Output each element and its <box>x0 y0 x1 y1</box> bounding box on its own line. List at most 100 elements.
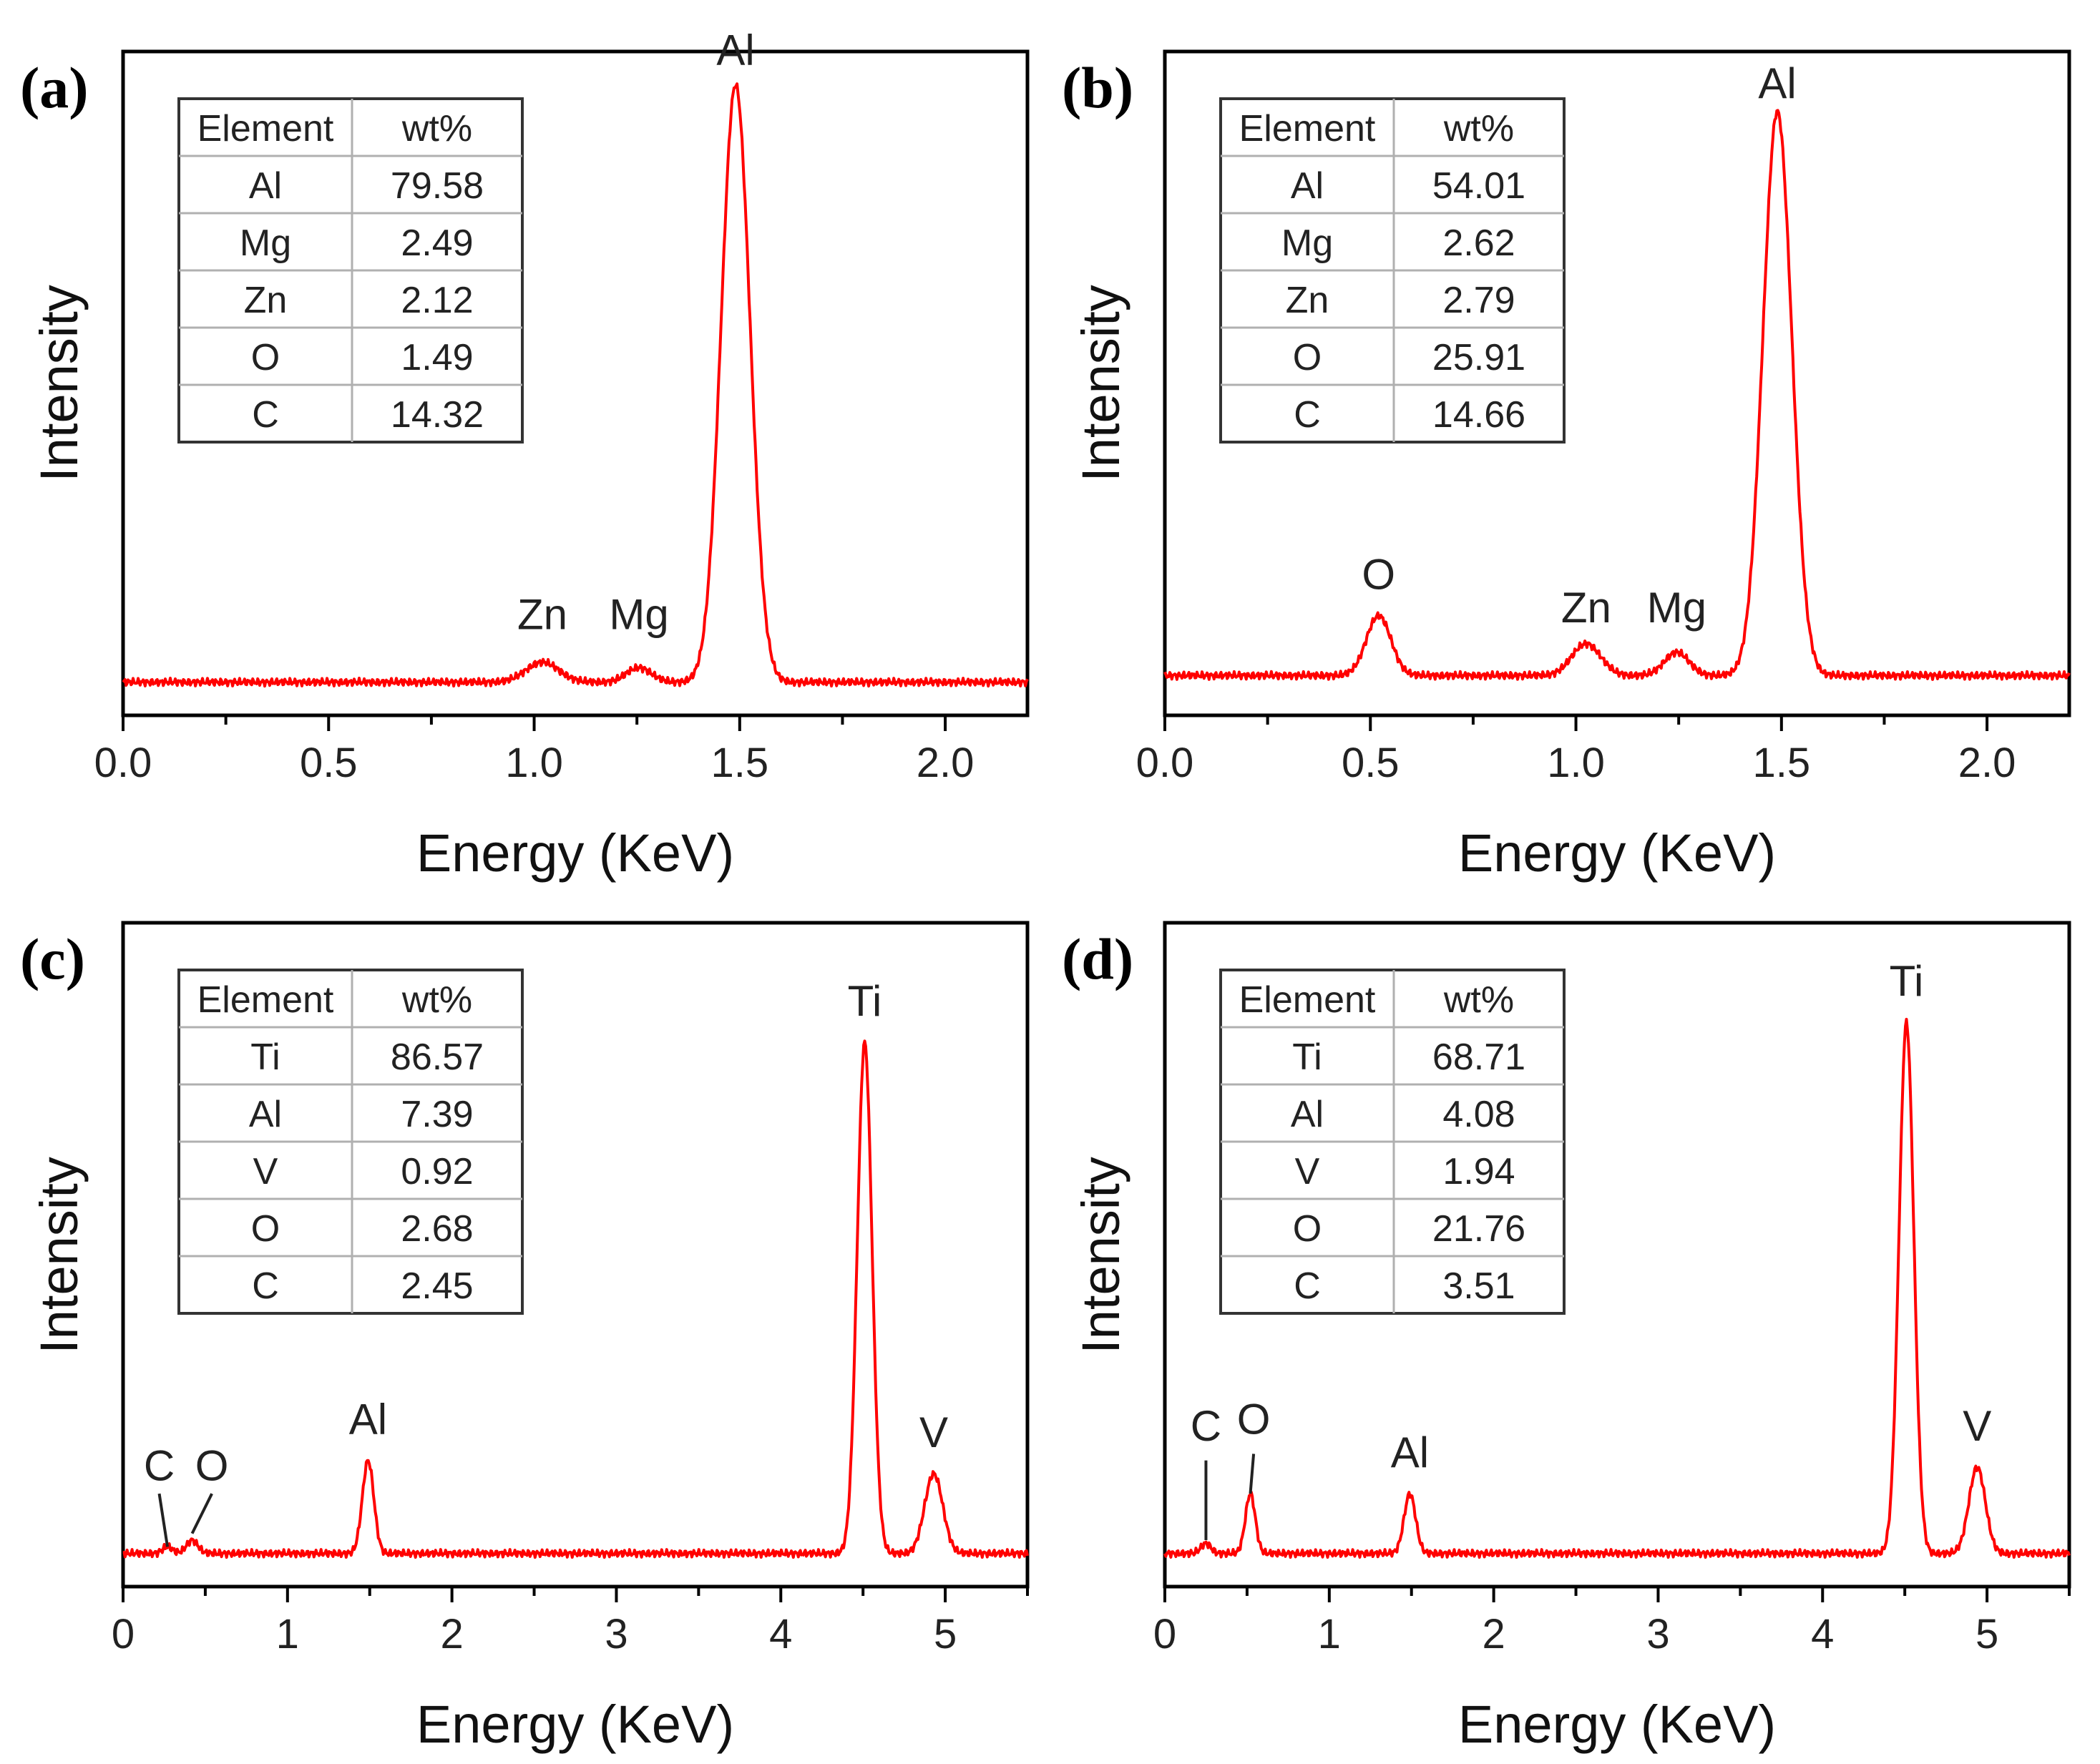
table-cell-element: C <box>1294 1265 1321 1307</box>
table-header-wt: wt% <box>1443 979 1514 1021</box>
table-cell-wt: 0.92 <box>401 1151 473 1192</box>
table-cell-wt: 2.62 <box>1442 222 1515 264</box>
peak-label: V <box>1963 1402 1991 1450</box>
spectrum-line <box>122 82 1029 688</box>
peak-label: Ti <box>1890 957 1924 1005</box>
x-tick-label: 1.5 <box>1752 740 1810 786</box>
table-cell-wt: 1.49 <box>401 337 473 378</box>
y-axis-title: Intensity <box>1071 1157 1130 1354</box>
table-cell-element: C <box>252 1265 279 1307</box>
table-cell-element: Ti <box>1292 1037 1322 1078</box>
table-cell-element: Al <box>1291 1094 1324 1135</box>
composition-table: Element wt% Ti 68.71 Al 4.08 V 1.94 O 21.76 C 3.51 <box>1219 969 1566 1315</box>
x-tick-label: 1 <box>1318 1611 1341 1657</box>
panel-b: 0.0 0.5 1.0 1.5 2.0 Energy (KeV) Intensity (b) O… <box>1062 49 2071 883</box>
plot-frame <box>121 49 1030 717</box>
table-cell-element: Al <box>249 1094 282 1135</box>
composition-table: Element wt% Al 54.01 Mg 2.62 Zn 2.79 O 25.91 C 14.6… <box>1219 97 1566 444</box>
x-tick-label: 2 <box>441 1611 464 1657</box>
table-header-element: Element <box>1239 979 1376 1021</box>
peak-label: Mg <box>609 590 668 638</box>
x-tick-label: 0.5 <box>1342 740 1400 786</box>
peak-label: O <box>1237 1396 1271 1444</box>
table-cell-element: C <box>1294 394 1321 436</box>
table-cell-element: Al <box>249 165 282 207</box>
table-cell-element: V <box>1295 1151 1320 1192</box>
table-cell-element: O <box>251 337 280 378</box>
peak-label: Al <box>1758 59 1796 107</box>
x-axis-title: Energy (KeV) <box>416 823 734 883</box>
table-cell-wt: 14.32 <box>391 394 484 436</box>
table-cell-wt: 25.91 <box>1432 337 1525 378</box>
table-header-wt: wt% <box>401 979 472 1021</box>
table-cell-element: Zn <box>244 280 288 321</box>
plot-frame <box>121 921 1030 1589</box>
panel-label: (a) <box>20 55 89 120</box>
y-axis-title: Intensity <box>29 1157 89 1354</box>
x-tick-label: 0 <box>112 1611 135 1657</box>
spectrum-line <box>1163 109 2071 681</box>
table-header-wt: wt% <box>401 108 472 150</box>
table-cell-element: Mg <box>1281 222 1333 264</box>
table-header-wt: wt% <box>1443 108 1514 150</box>
table-cell-element: V <box>253 1151 278 1192</box>
table-cell-wt: 68.71 <box>1432 1037 1525 1078</box>
peak-label: Zn <box>1561 584 1611 632</box>
table-cell-wt: 4.08 <box>1442 1094 1515 1135</box>
x-tick-label: 4 <box>769 1611 792 1657</box>
panel-label: (c) <box>20 926 85 991</box>
peak-label: Al <box>716 26 754 74</box>
peak-label: C <box>1191 1402 1221 1450</box>
x-tick-label: 3 <box>605 1611 627 1657</box>
peak-label: O <box>195 1442 229 1490</box>
x-tick-label: 3 <box>1646 1611 1669 1657</box>
table-cell-wt: 86.57 <box>391 1037 484 1078</box>
x-tick-label: 0.0 <box>1136 740 1194 786</box>
table-header-element: Element <box>197 979 334 1021</box>
x-axis-title: Energy (KeV) <box>1458 823 1776 883</box>
x-tick-label: 2.0 <box>917 740 975 786</box>
spectrum-line <box>1163 1017 2071 1559</box>
x-axis-title: Energy (KeV) <box>1458 1695 1776 1754</box>
y-axis-title: Intensity <box>29 285 89 482</box>
table-header-element: Element <box>1239 108 1376 150</box>
x-tick-label: 1.0 <box>505 740 563 786</box>
plot-frame <box>1163 49 2071 717</box>
peak-leader-line <box>157 1493 170 1547</box>
peak-label: Ti <box>848 977 882 1025</box>
table-cell-element: Mg <box>240 222 291 264</box>
peak-label: Al <box>1391 1429 1429 1476</box>
table-cell-wt: 1.94 <box>1442 1151 1515 1192</box>
peak-leader-line <box>190 1493 213 1534</box>
table-cell-element: O <box>1293 1208 1322 1250</box>
peak-label: Al <box>349 1396 387 1444</box>
table-cell-element: O <box>251 1208 280 1250</box>
x-tick-label: 0.0 <box>94 740 152 786</box>
table-cell-wt: 2.49 <box>401 222 473 264</box>
table-cell-element: Ti <box>250 1037 280 1078</box>
peak-label: O <box>1362 551 1395 599</box>
x-tick-label: 2.0 <box>1958 740 2016 786</box>
table-cell-wt: 2.79 <box>1442 280 1515 321</box>
x-tick-label: 0 <box>1153 1611 1176 1657</box>
table-cell-wt: 21.76 <box>1432 1208 1525 1250</box>
y-axis-title: Intensity <box>1071 285 1130 482</box>
peak-label: Zn <box>517 590 567 638</box>
x-tick-label: 0.5 <box>300 740 358 786</box>
peak-label: C <box>144 1442 175 1490</box>
table-cell-wt: 54.01 <box>1432 165 1525 207</box>
panel-a: 0.0 0.5 1.0 1.5 2.0 Energy (KeV) Intensity (a) Z… <box>20 26 1030 883</box>
peak-leader-line <box>1249 1454 1256 1494</box>
table-cell-wt: 2.12 <box>401 280 473 321</box>
x-tick-label: 4 <box>1811 1611 1834 1657</box>
panel-label: (d) <box>1062 926 1133 991</box>
x-tick-label: 1.0 <box>1547 740 1605 786</box>
table-cell-element: C <box>252 394 279 436</box>
table-cell-element: O <box>1293 337 1322 378</box>
spectrum-line <box>122 1039 1029 1559</box>
composition-table: Element wt% Al 79.58 Mg 2.49 Zn 2.12 O 1.49 C 14.32 <box>177 97 524 444</box>
table-cell-element: Al <box>1291 165 1324 207</box>
